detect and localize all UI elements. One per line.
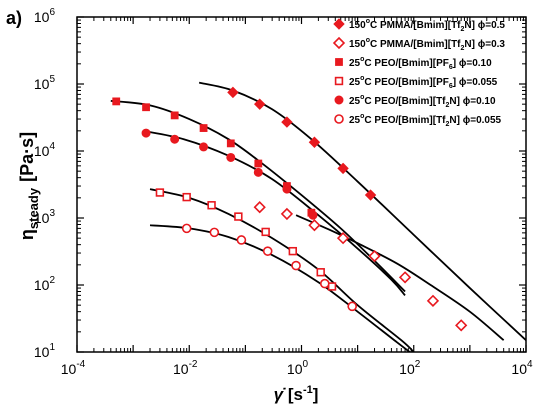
data-point [226, 139, 235, 148]
legend-entry-5: 25oC PEO/[Bmim][Tf2N] ϕ=0.10 [334, 94, 496, 109]
legend-marker [333, 18, 345, 30]
legend-entry-4: 25oC PEO/[Bmim][PF6] ϕ=0.055 [334, 75, 498, 90]
data-point [291, 260, 301, 271]
data-point [199, 124, 208, 132]
fit-curve-2 [295, 214, 505, 341]
data-point [308, 210, 318, 220]
data-point [182, 192, 191, 202]
data-point [170, 134, 180, 144]
x-axis-label: γ̇ [s-1] [274, 384, 319, 404]
data-point [261, 227, 270, 237]
legend-marker [332, 36, 346, 50]
data-point [253, 98, 266, 110]
data-point [253, 167, 263, 177]
data-point [262, 246, 273, 256]
data-point [209, 227, 220, 238]
legend-entry-1: 150oC PMMA/[Bmim][Tf2N] ϕ=0.5 [333, 18, 505, 33]
data-points [112, 86, 468, 332]
y-tick-label: 104 [34, 141, 56, 159]
data-point [181, 223, 192, 234]
x-axis-unit: [s [288, 385, 303, 404]
y-tick-label: 106 [34, 7, 56, 25]
y-tick-label: 102 [34, 275, 56, 293]
x-tick-label: 100 [287, 359, 309, 377]
data-point [142, 103, 150, 112]
legend-entry-3: 25oC PEO/[Bmim][PF6] ϕ=0.10 [335, 56, 492, 71]
y-tick-label: 103 [34, 208, 56, 226]
series-1 [227, 86, 377, 201]
legend-marker [334, 114, 344, 124]
data-point [227, 86, 239, 99]
data-point [288, 246, 298, 256]
legend-entry-6: 25oC PEO/[Bmim][Tf2N] ϕ=0.055 [334, 113, 502, 128]
series-6 [181, 223, 357, 312]
legend-label: 150oC PMMA/[Bmim][Tf2N] ϕ=0.5 [349, 18, 505, 33]
data-point [308, 219, 321, 232]
legend-marker [334, 76, 344, 86]
data-point [226, 152, 236, 162]
legend-label: 25oC PEO/[Bmim][PF6] ϕ=0.055 [349, 75, 498, 90]
series-5 [141, 128, 318, 220]
legend-marker [334, 95, 344, 105]
x-axis-symbol: γ̇ [274, 385, 286, 404]
series-3 [112, 97, 316, 217]
x-tick-label: 10-2 [173, 359, 198, 377]
data-point [112, 97, 121, 106]
data-point [364, 189, 377, 201]
data-point [368, 249, 381, 263]
data-point [170, 111, 179, 120]
legend-label: 150oC PMMA/[Bmim][Tf2N] ϕ=0.3 [349, 37, 505, 52]
x-tick-label: 102 [399, 359, 421, 377]
data-point [308, 136, 321, 148]
panel-label: a) [6, 8, 22, 28]
y-tick-label: 101 [34, 342, 56, 360]
x-tick-label: 10-4 [61, 359, 86, 377]
data-point [398, 271, 412, 284]
data-point [282, 184, 292, 194]
data-point [236, 235, 247, 245]
x-tick-label: 104 [511, 359, 533, 377]
axis-ticks [76, 16, 527, 353]
tick-labels: 10-4 10-2 100 102 104 101 102 103 104 105 106 [34, 7, 533, 377]
data-point [207, 201, 216, 210]
data-point [281, 116, 293, 128]
data-point [426, 294, 440, 307]
data-point [254, 159, 263, 168]
legend-label: 25oC PEO/[Bmim][Tf2N] ϕ=0.055 [349, 113, 502, 128]
data-point [336, 232, 350, 245]
y-tick-label: 105 [34, 74, 56, 92]
legend: 150oC PMMA/[Bmim][Tf2N] ϕ=0.5 150oC PMMA/… [332, 18, 505, 128]
fit-curve-5 [142, 129, 406, 296]
data-point [319, 278, 330, 289]
legend-entry-2: 150oC PMMA/[Bmim][Tf2N] ϕ=0.3 [332, 36, 505, 52]
y-axis-symbol: η [17, 229, 37, 240]
data-point [141, 128, 151, 138]
data-point [337, 162, 349, 175]
x-axis-unit-exp: -1 [303, 384, 313, 396]
legend-label: 25oC PEO/[Bmim][PF6] ϕ=0.10 [349, 56, 492, 71]
y-axis-subscript: steady [26, 187, 41, 229]
y-axis-label: ηsteady [Pa·s] [17, 132, 41, 240]
data-point [316, 268, 325, 277]
legend-marker [335, 58, 343, 66]
data-point [253, 201, 266, 214]
data-point [327, 282, 337, 291]
data-point [455, 319, 468, 332]
series-2 [253, 201, 468, 332]
data-point [155, 188, 165, 197]
data-point [347, 301, 357, 312]
legend-label: 25oC PEO/[Bmim][Tf2N] ϕ=0.10 [349, 94, 496, 109]
x-axis-unit-end: ] [313, 385, 319, 404]
data-point [280, 207, 294, 221]
fit-curve-3 [110, 99, 406, 293]
data-point [199, 142, 209, 152]
series-4 [155, 188, 337, 291]
data-point [234, 212, 243, 221]
y-axis-unit: [Pa·s] [17, 132, 37, 182]
